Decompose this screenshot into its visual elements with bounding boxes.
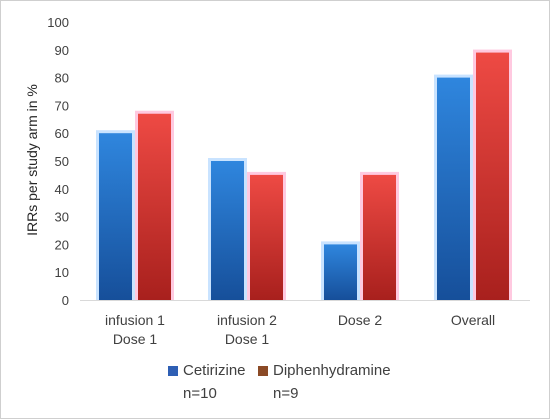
x-category-label: Dose 1 (225, 331, 270, 347)
y-tick-label: 40 (55, 182, 69, 197)
legend-item-cetirizine: Cetirizine (168, 362, 246, 379)
bar-cetirizine-3 (437, 77, 470, 300)
bar-diphenhydramine-1 (250, 174, 283, 300)
legend-item-diphenhydramine: Diphenhydramine (258, 362, 391, 379)
bar-diphenhydramine-3 (476, 52, 509, 300)
bar-diphenhydramine-2 (363, 174, 396, 300)
legend-label-diphenhydramine: Diphenhydramine (273, 362, 391, 379)
y-tick-label: 100 (47, 15, 69, 30)
legend-swatch-cetirizine (168, 365, 178, 376)
y-tick-label: 20 (55, 237, 69, 252)
x-category-label: infusion 2 (217, 312, 277, 328)
y-tick-label: 80 (55, 71, 69, 86)
legend-n-diphenhydramine: n=9 (273, 385, 299, 402)
y-tick-label: 30 (55, 210, 69, 225)
x-category-label: Dose 2 (338, 312, 383, 328)
bar-cetirizine-2 (324, 244, 357, 300)
legend-n-cetirizine: n=10 (183, 385, 217, 402)
plot-area: 0 10 20 30 40 50 60 70 80 90 100 infusion 1 Dose 1 in… (47, 15, 530, 347)
y-axis-label: IRRs per study arm in % (24, 84, 40, 236)
y-tick-label: 50 (55, 154, 69, 169)
y-tick-label: 90 (55, 43, 69, 58)
y-tick-label: 70 (55, 98, 69, 113)
y-tick-label: 60 (55, 126, 69, 141)
y-tick-label: 0 (62, 293, 69, 308)
legend-swatch-diphenhydramine (258, 365, 268, 376)
bar-cetirizine-1 (211, 161, 244, 300)
x-category-label: Overall (451, 312, 495, 328)
x-category-label: infusion 1 (105, 312, 165, 328)
bar-cetirizine-0 (99, 133, 132, 300)
y-tick-label: 10 (55, 265, 69, 280)
legend-label-cetirizine: Cetirizine (183, 362, 246, 379)
x-category-label: Dose 1 (113, 331, 158, 347)
bar-diphenhydramine-0 (138, 113, 171, 301)
